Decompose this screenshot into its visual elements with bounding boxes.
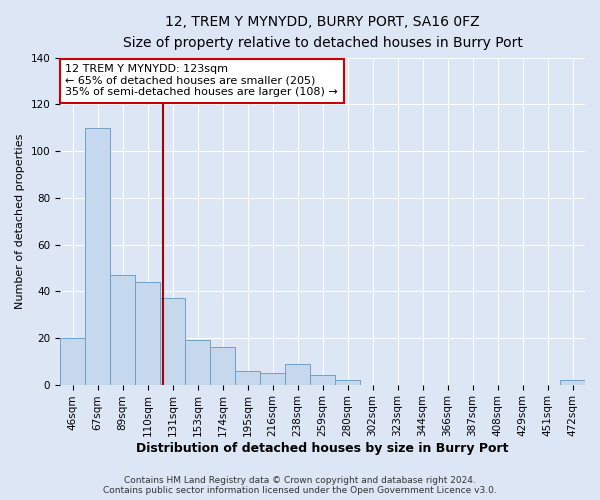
Bar [135,282,160,384]
Bar [60,338,85,384]
Bar [160,298,185,384]
Bar [335,380,360,384]
Bar [210,347,235,385]
Text: 12 TREM Y MYNYDD: 123sqm
← 65% of detached houses are smaller (205)
35% of semi-: 12 TREM Y MYNYDD: 123sqm ← 65% of detach… [65,64,338,98]
Bar [110,275,135,384]
Bar [85,128,110,384]
Bar [260,373,285,384]
Bar [285,364,310,384]
Bar [235,370,260,384]
Y-axis label: Number of detached properties: Number of detached properties [15,134,25,309]
Text: Contains HM Land Registry data © Crown copyright and database right 2024.
Contai: Contains HM Land Registry data © Crown c… [103,476,497,495]
Bar [185,340,210,384]
Title: 12, TREM Y MYNYDD, BURRY PORT, SA16 0FZ
Size of property relative to detached ho: 12, TREM Y MYNYDD, BURRY PORT, SA16 0FZ … [122,15,523,50]
X-axis label: Distribution of detached houses by size in Burry Port: Distribution of detached houses by size … [136,442,509,455]
Bar [310,376,335,384]
Bar [560,380,585,384]
